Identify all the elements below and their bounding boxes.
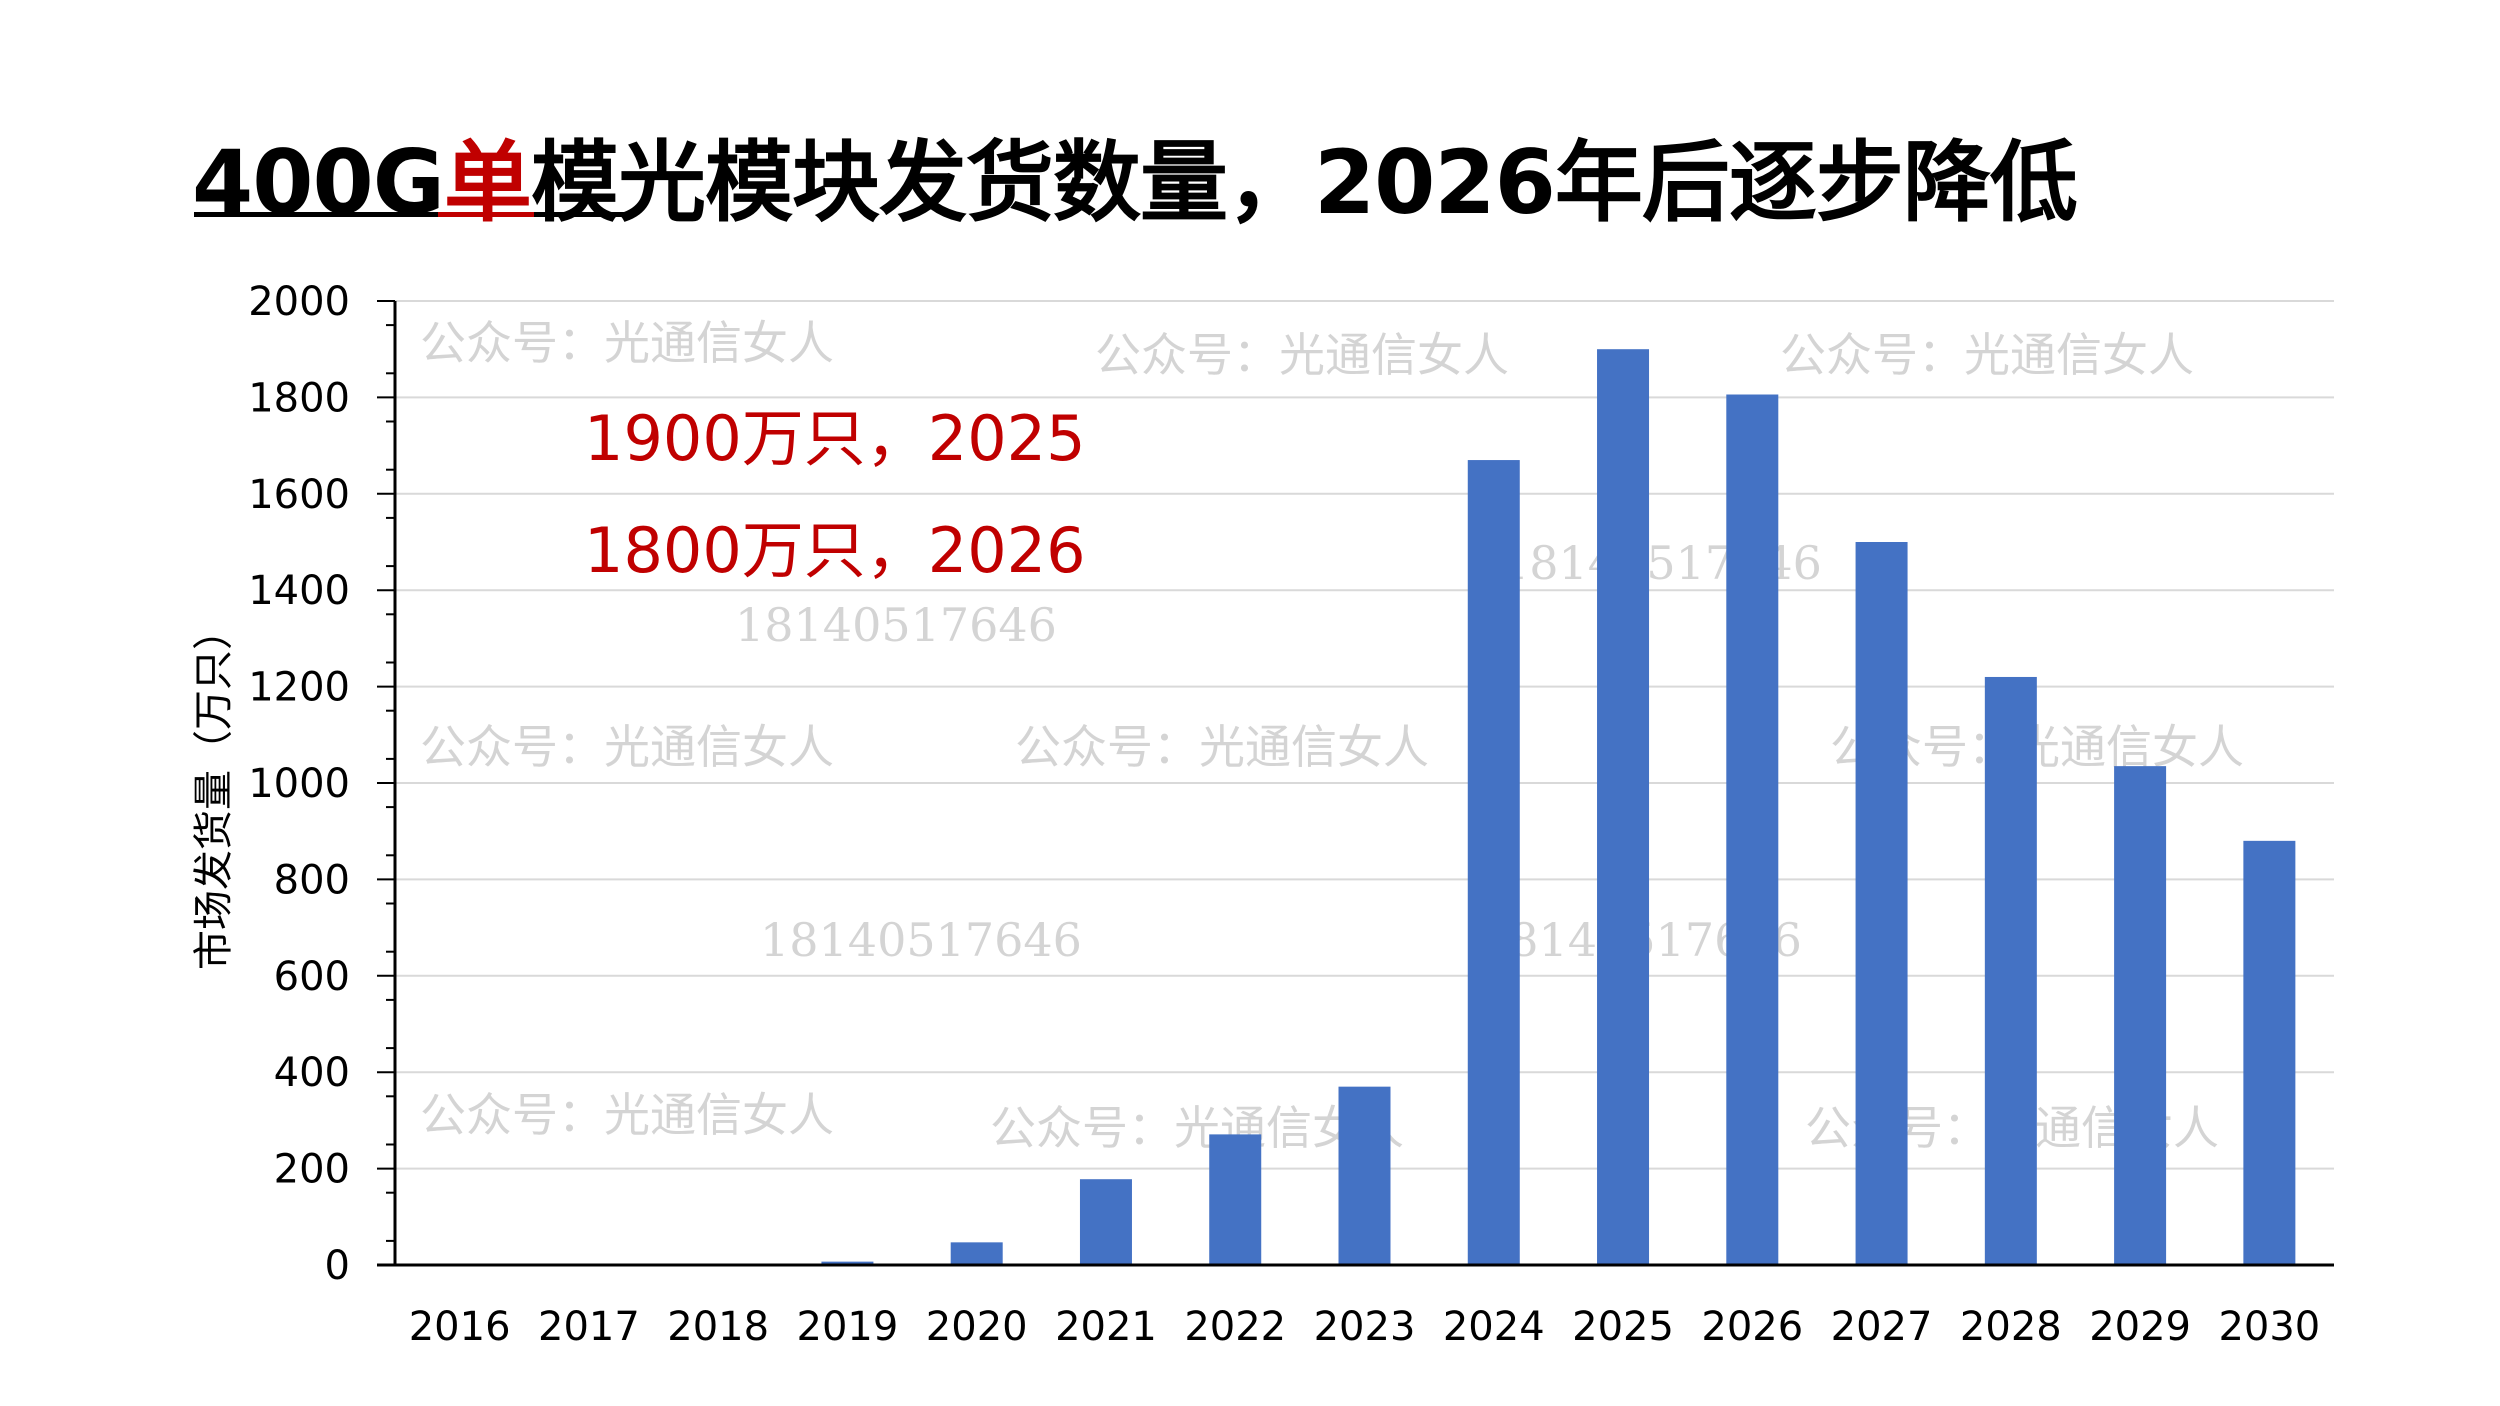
y-tick-label: 1200 xyxy=(248,665,350,711)
bar-2025 xyxy=(1597,349,1650,1265)
x-tick-label: 2016 xyxy=(409,1304,511,1350)
x-tick-label: 2029 xyxy=(2089,1304,2191,1350)
x-tick-label: 2028 xyxy=(1960,1304,2062,1350)
x-tick-label: 2024 xyxy=(1443,1304,1545,1350)
y-tick-label: 800 xyxy=(274,857,350,903)
bar-2020 xyxy=(950,1242,1003,1265)
title-underline-highlight xyxy=(438,212,534,217)
watermark: 公众号：光通信女人 xyxy=(1015,720,1429,774)
bar-2022 xyxy=(1209,1134,1262,1265)
watermark: 公众号：光通信女人 xyxy=(990,1101,1404,1155)
y-tick-label: 200 xyxy=(274,1147,350,1193)
watermark: 18140517646 xyxy=(760,913,1082,967)
title-part2: 模光模块发货数量，2026年后逐步降低 xyxy=(530,131,2078,234)
x-tick-label: 2026 xyxy=(1701,1304,1803,1350)
annotation-2026: 1800万只，2026 xyxy=(584,514,1086,587)
chart-title: 400G单模光模块发货数量，2026年后逐步降低 xyxy=(192,112,2078,239)
bar-2024 xyxy=(1467,460,1520,1265)
x-tick-label: 2025 xyxy=(1572,1304,1674,1350)
watermark: 18140517646 xyxy=(735,598,1057,652)
watermark: 公众号：光通信女人 xyxy=(420,720,834,774)
y-tick-label: 400 xyxy=(274,1050,350,1096)
y-tick-label: 0 xyxy=(325,1243,350,1289)
x-tick-label: 2022 xyxy=(1184,1304,1286,1350)
bar-2026 xyxy=(1726,394,1779,1265)
x-tick-label: 2023 xyxy=(1314,1304,1416,1350)
bar-2019 xyxy=(821,1261,874,1265)
y-tick-label: 1800 xyxy=(248,375,350,421)
x-tick-label: 2030 xyxy=(2218,1304,2320,1350)
bar-2028 xyxy=(1984,676,2037,1265)
bar-2023 xyxy=(1338,1086,1391,1265)
x-tick-label: 2017 xyxy=(538,1304,640,1350)
title-underline xyxy=(194,212,630,217)
watermark: 公众号：光通信女人 xyxy=(420,316,834,370)
annotation-2025: 1900万只，2025 xyxy=(584,402,1086,475)
watermark: 公众号：光通信女人 xyxy=(1095,328,1509,382)
bar-2030 xyxy=(2243,840,2296,1265)
y-tick-label: 1400 xyxy=(248,568,350,614)
bar-2029 xyxy=(2114,766,2167,1265)
watermark: 公众号：光通信女人 xyxy=(420,1088,834,1142)
x-tick-label: 2020 xyxy=(926,1304,1028,1350)
y-tick-label: 600 xyxy=(274,954,350,1000)
y-tick-label: 1000 xyxy=(248,761,350,807)
x-tick-label: 2018 xyxy=(667,1304,769,1350)
bar-2021 xyxy=(1079,1179,1132,1265)
y-axis-title: 市场发货量（万只） xyxy=(191,610,237,970)
x-tick-label: 2027 xyxy=(1831,1304,1933,1350)
watermark: 公众号：光通信女人 xyxy=(1780,328,2194,382)
y-tick-label: 1600 xyxy=(248,472,350,518)
x-tick-label: 2019 xyxy=(797,1304,899,1350)
y-tick-label: 2000 xyxy=(248,279,350,325)
bar-2027 xyxy=(1855,542,1908,1265)
x-tick-label: 2021 xyxy=(1055,1304,1157,1350)
